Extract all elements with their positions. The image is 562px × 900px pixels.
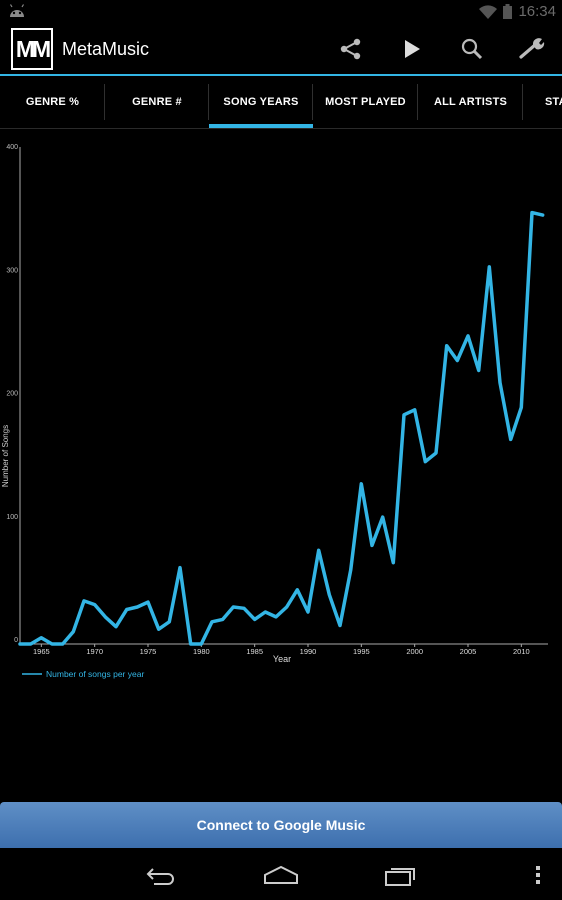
tab-song-years[interactable]: SONG YEARS <box>209 76 313 128</box>
android-icon <box>9 4 25 17</box>
share-button[interactable] <box>336 34 366 64</box>
tab-label: GENRE % <box>25 96 80 108</box>
recent-apps-icon <box>385 868 415 886</box>
x-tick-label: 1965 <box>33 647 50 656</box>
x-tick-label: 2000 <box>406 647 423 656</box>
legend-label: Number of songs per year <box>46 669 144 679</box>
y-axis-label: Number of Songs <box>1 425 10 487</box>
x-tick-label: 1970 <box>86 647 103 656</box>
tab-label: MOST PLAYED <box>325 96 406 108</box>
connect-google-music-button[interactable]: Connect to Google Music <box>0 802 562 848</box>
nav-bar <box>0 850 562 900</box>
overflow-menu-button[interactable] <box>518 860 558 890</box>
app-logo[interactable]: MM <box>11 28 53 70</box>
tab-stats[interactable]: STA <box>523 76 562 128</box>
action-bar: MM MetaMusic <box>0 24 562 76</box>
x-axis-label: Year <box>273 654 291 664</box>
wifi-icon <box>479 4 498 19</box>
settings-button[interactable] <box>516 34 546 64</box>
overflow-menu-icon <box>536 866 540 884</box>
y-tick-label: 400 <box>6 144 18 151</box>
y-tick-label: 0 <box>14 637 18 644</box>
x-tick-label: 1990 <box>300 647 317 656</box>
back-button[interactable] <box>141 860 181 890</box>
tab-label: STA <box>545 96 562 108</box>
x-tick-label: 1975 <box>140 647 157 656</box>
tab-genre-percent[interactable]: GENRE % <box>0 76 105 128</box>
y-tick-label: 300 <box>6 267 18 274</box>
play-button[interactable] <box>397 34 427 64</box>
x-tick-label: 1995 <box>353 647 370 656</box>
tab-bar: GENRE % GENRE # SONG YEARS MOST PLAYED A… <box>0 76 562 129</box>
song-years-chart: Number of Songs Year 0 100 200 300 400 1965 19… <box>1 144 548 679</box>
home-icon <box>264 865 298 884</box>
x-tick-label: 2005 <box>460 647 477 656</box>
tab-all-artists[interactable]: ALL ARTISTS <box>418 76 523 128</box>
app-logo-text: MM <box>15 35 51 62</box>
search-button[interactable] <box>457 34 487 64</box>
x-tick-label: 2010 <box>513 647 530 656</box>
back-icon <box>146 868 174 885</box>
home-button[interactable] <box>261 860 301 890</box>
recent-apps-button[interactable] <box>381 860 421 890</box>
tab-label: GENRE # <box>132 96 182 108</box>
x-tick-label: 1980 <box>193 647 210 656</box>
series-line <box>18 210 545 646</box>
play-icon <box>405 40 420 58</box>
app-title: MetaMusic <box>62 39 150 59</box>
share-icon <box>340 38 361 60</box>
clock: 16:34 <box>518 3 556 20</box>
tab-most-played[interactable]: MOST PLAYED <box>313 76 418 128</box>
tab-label: SONG YEARS <box>223 96 299 108</box>
status-bar: 16:34 <box>0 0 562 24</box>
tab-genre-count[interactable]: GENRE # <box>105 76 209 128</box>
x-tick-label: 1985 <box>246 647 263 656</box>
battery-icon <box>503 4 513 19</box>
wrench-icon <box>519 38 545 59</box>
legend: Number of songs per year <box>22 669 144 679</box>
search-icon <box>461 38 483 60</box>
y-tick-label: 200 <box>6 391 18 398</box>
y-tick-label: 100 <box>6 514 18 521</box>
tab-label: ALL ARTISTS <box>433 96 508 108</box>
